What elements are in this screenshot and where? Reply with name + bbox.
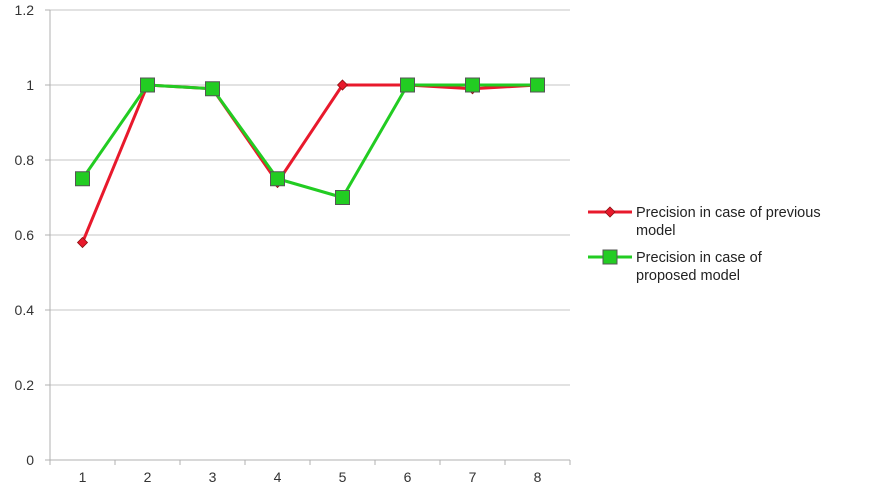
data-point	[465, 77, 480, 93]
legend-label-1: Precision in case of proposed model	[636, 250, 763, 284]
legend-item-1: Precision in case of proposed model	[588, 249, 763, 284]
gridlines	[50, 9, 570, 386]
y-tick-label: 1	[26, 77, 34, 93]
y-tick-label: 0.4	[15, 302, 35, 318]
axes: 0 0.2 0.4 0.6 0.8 1 1.2 1 2 3 4 5 6 7 8	[15, 2, 571, 485]
data-point	[530, 77, 545, 93]
series-line-1	[81, 83, 538, 199]
data-point	[270, 171, 285, 187]
legend-marker-1	[602, 249, 618, 265]
data-point	[336, 79, 349, 91]
y-tick-label: 0	[26, 452, 34, 468]
y-tick-label: 0.6	[15, 227, 35, 243]
x-tick-label: 5	[339, 469, 347, 485]
legend-marker-0	[604, 206, 616, 218]
legend-label-line: Precision in case of	[636, 250, 763, 266]
data-point	[75, 171, 90, 187]
data-point	[140, 77, 155, 93]
legend-label-line: model	[636, 223, 676, 239]
y-tick-label: 0.2	[15, 377, 35, 393]
y-tick-label: 1.2	[15, 2, 35, 18]
x-tick-label: 6	[404, 469, 412, 485]
data-point	[335, 190, 350, 205]
legend: Precision in case of previous modelPrecis…	[588, 205, 821, 284]
data-point	[400, 77, 415, 93]
legend-label-line: proposed model	[636, 268, 740, 284]
legend-label-0: Precision in case of previous model	[636, 205, 821, 239]
data-point	[76, 236, 89, 249]
series-layer	[75, 77, 545, 249]
x-tick-label: 8	[534, 469, 542, 485]
y-tick-label: 0.8	[15, 152, 35, 168]
series-0	[76, 79, 544, 249]
x-tick-label: 4	[274, 469, 282, 485]
legend-label-line: Precision in case of previous	[636, 205, 821, 221]
series-1	[75, 77, 545, 205]
x-tick-label: 3	[209, 469, 217, 485]
data-point	[205, 81, 220, 97]
series-line-0	[81, 83, 538, 244]
x-tick-label: 1	[79, 469, 87, 485]
x-tick-label: 7	[469, 469, 477, 485]
legend-item-0: Precision in case of previous model	[588, 205, 821, 239]
x-tick-label: 2	[144, 469, 152, 485]
